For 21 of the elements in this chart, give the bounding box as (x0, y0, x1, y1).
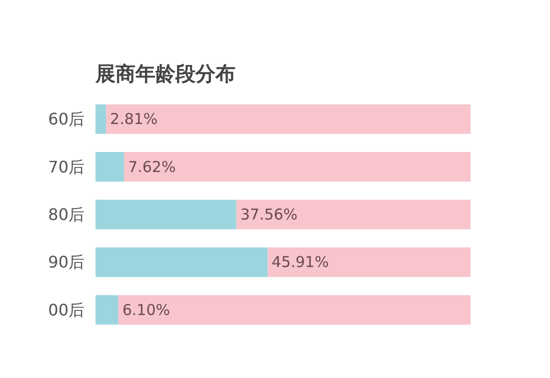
bar (96, 152, 124, 182)
bar (96, 200, 236, 230)
y-tick-label: 90后 (48, 252, 84, 272)
bar (268, 247, 470, 277)
bar (118, 295, 470, 325)
y-tick-label: 00后 (48, 300, 84, 320)
bar (236, 200, 470, 230)
y-tick-label: 60后 (48, 110, 84, 129)
y-tick-label: 80后 (48, 205, 84, 224)
data-label: 6.10% (122, 300, 170, 319)
bar (124, 152, 470, 182)
chart-title: 展商年龄段分布 (94, 62, 236, 86)
data-label: 2.81% (110, 110, 158, 128)
bar (96, 295, 118, 325)
data-label: 37.56% (240, 206, 298, 224)
bar (96, 247, 268, 277)
y-tick-label: 70后 (48, 157, 84, 176)
data-label: 45.91% (272, 253, 329, 272)
bar (106, 104, 470, 134)
data-label: 7.62% (128, 158, 176, 176)
bar (96, 104, 106, 134)
